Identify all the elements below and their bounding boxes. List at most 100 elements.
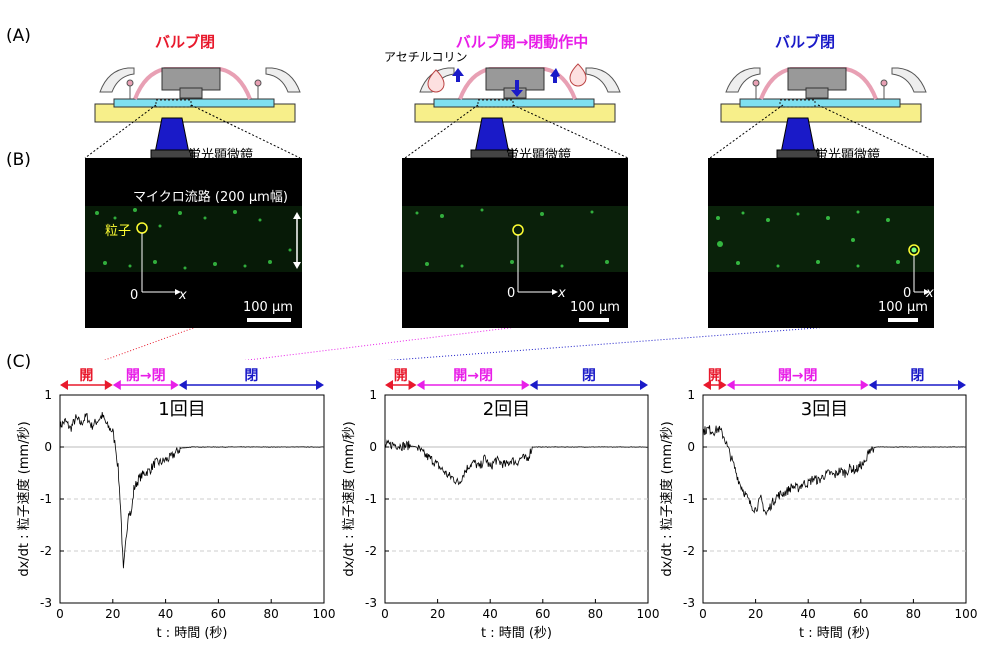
y-tick-label: -1 <box>683 492 695 506</box>
chart-1: 1 0 -1 -2 -3 0 20 40 60 80 100 1回目 dx/dt : 粒子速度 (mm/… <box>16 368 335 641</box>
phase-label-open: 開 <box>394 368 408 384</box>
y-axis-title: dx/dt : 粒子速度 (mm/秒) <box>16 421 32 576</box>
phase-label-transition: 開→閉 <box>453 368 493 384</box>
phase-arrowhead-right <box>640 380 648 390</box>
x-tick-label: 80 <box>588 607 603 621</box>
x-tick-label: 0 <box>56 607 64 621</box>
trial-title: 2回目 <box>483 399 530 420</box>
phase-arrowhead-left <box>703 380 711 390</box>
phase-arrowhead-left <box>868 380 877 390</box>
acetylcholine-label: アセチルコリン <box>384 50 468 64</box>
fluorescent-channel-2 <box>402 206 628 322</box>
y-axis-title: dx/dt : 粒子速度 (mm/秒) <box>659 421 675 576</box>
micrograph-2: 0 x 100 µm <box>402 158 628 328</box>
x-tick-label: 100 <box>637 607 660 621</box>
x-tick-label: 40 <box>801 607 816 621</box>
x-tick-label: 40 <box>483 607 498 621</box>
origin-label-1: 0 <box>130 288 139 303</box>
phase-label-closed: 閉 <box>910 368 924 384</box>
x-tick-label: 20 <box>105 607 120 621</box>
velocity-series-line <box>384 439 649 486</box>
fluorescent-channel-1 <box>85 206 302 322</box>
phase-arrowhead-right <box>860 380 869 390</box>
valve-device-1 <box>94 67 301 159</box>
x-tick-label: 20 <box>430 607 445 621</box>
phase-arrowhead-right <box>408 380 417 390</box>
phase-label-transition: 開→閉 <box>778 368 818 384</box>
origin-label-3: 0 <box>903 286 912 301</box>
panel-label-c: (C) <box>6 352 32 372</box>
phase-arrowhead-left <box>726 380 735 390</box>
plot-frame <box>702 394 967 604</box>
state-title-2: バルブ開→閉動作中 <box>455 33 589 51</box>
velocity-series-line <box>59 411 324 569</box>
scale-bar-label-1: 100 µm <box>243 300 293 315</box>
x-tick-label: 40 <box>158 607 173 621</box>
y-tick-label: 1 <box>687 388 695 402</box>
phase-label-transition: 開→閉 <box>126 368 166 384</box>
y-tick-label: 0 <box>687 440 695 454</box>
y-tick-label: 1 <box>369 388 377 402</box>
x-tick-label: 60 <box>535 607 550 621</box>
state-title-3: バルブ閉 <box>774 33 835 51</box>
x-tick-label: 100 <box>955 607 978 621</box>
y-tick-label: 0 <box>44 440 52 454</box>
x-axis-label-2: x <box>558 286 566 301</box>
x-tick-label: 60 <box>211 607 226 621</box>
panel-label-a: (A) <box>6 26 31 46</box>
x-tick-label: 0 <box>699 607 707 621</box>
fluorescent-channel-3 <box>708 206 934 322</box>
x-axis-label-3: x <box>926 286 934 301</box>
scale-bar-label-3: 100 µm <box>878 300 928 315</box>
phase-arrowhead-right <box>958 380 966 390</box>
device-diagrams <box>84 63 931 360</box>
y-tick-label: 1 <box>44 388 52 402</box>
plot-frame <box>384 394 649 604</box>
phase-arrowhead-left <box>529 380 538 390</box>
x-axis-label-1: x <box>179 288 187 303</box>
chart-3: 1 0 -1 -2 -3 0 20 40 60 80 100 3回目 dx/dt : 粒子速度 (mm/… <box>659 368 977 641</box>
y-axis-title: dx/dt : 粒子速度 (mm/秒) <box>341 421 357 576</box>
x-tick-label: 80 <box>906 607 921 621</box>
x-axis-title: t : 時間 (秒) <box>481 626 552 641</box>
micrograph-3: 0 x 100 µm <box>708 158 934 328</box>
state-title-1: バルブ閉 <box>154 33 215 51</box>
y-tick-label: -3 <box>365 596 377 610</box>
phase-arrowhead-right <box>521 380 530 390</box>
y-tick-label: -1 <box>365 492 377 506</box>
panel-label-b: (B) <box>6 150 31 170</box>
phase-arrowhead-right <box>170 380 179 390</box>
velocity-series-line <box>702 425 966 516</box>
channel-label: マイクロ流路 (200 µm幅) <box>133 190 288 205</box>
phase-arrowhead-left <box>178 380 187 390</box>
particle-label: 粒子 <box>105 224 132 239</box>
x-tick-label: 100 <box>313 607 336 621</box>
phase-arrowhead-right <box>718 380 727 390</box>
x-axis-title: t : 時間 (秒) <box>156 626 227 641</box>
valve-device-2 <box>414 63 621 159</box>
x-tick-label: 80 <box>264 607 279 621</box>
y-tick-label: -1 <box>40 492 52 506</box>
y-tick-label: -3 <box>683 596 695 610</box>
phase-label-closed: 閉 <box>244 368 258 384</box>
y-tick-label: -2 <box>40 544 52 558</box>
phase-arrowhead-left <box>60 380 68 390</box>
x-tick-label: 20 <box>748 607 763 621</box>
valve-device-3 <box>720 67 927 159</box>
x-tick-label: 0 <box>381 607 389 621</box>
trial-title: 1回目 <box>158 399 205 420</box>
micrograph-1: マイクロ流路 (200 µm幅) 粒子 0 x 100 µm <box>85 158 302 328</box>
origin-label-2: 0 <box>507 286 516 301</box>
y-tick-label: -2 <box>365 544 377 558</box>
scale-bar-label-2: 100 µm <box>570 300 620 315</box>
y-tick-label: -3 <box>40 596 52 610</box>
phase-arrowhead-right <box>316 380 324 390</box>
phase-arrowhead-right <box>104 380 113 390</box>
phase-label-open: 開 <box>708 368 722 384</box>
trial-title: 3回目 <box>801 399 848 420</box>
y-tick-label: 0 <box>369 440 377 454</box>
phase-label-closed: 閉 <box>582 368 596 384</box>
phase-arrowhead-left <box>416 380 425 390</box>
phase-label-open: 開 <box>79 368 93 384</box>
